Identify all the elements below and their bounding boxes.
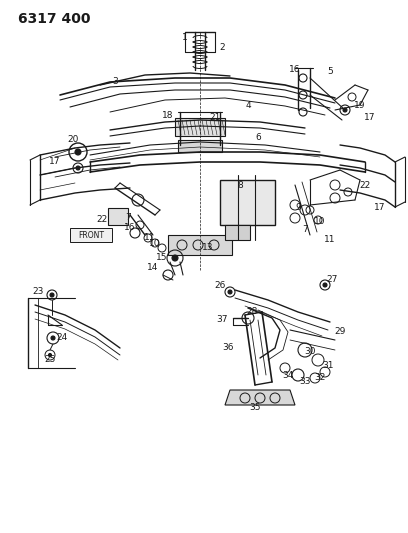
- Text: 7: 7: [125, 214, 131, 222]
- Text: 10: 10: [314, 217, 326, 227]
- Text: 24: 24: [56, 334, 68, 343]
- Text: 37: 37: [216, 316, 228, 325]
- Bar: [225, 225, 250, 240]
- Text: 18: 18: [162, 110, 174, 119]
- Text: 15: 15: [156, 253, 168, 262]
- Text: 11: 11: [324, 236, 336, 245]
- Text: 19: 19: [354, 101, 366, 109]
- Text: 7: 7: [302, 225, 308, 235]
- Circle shape: [323, 283, 327, 287]
- Bar: [70, 228, 112, 242]
- Text: 6: 6: [255, 133, 261, 142]
- Text: 14: 14: [147, 263, 159, 272]
- Text: 3: 3: [112, 77, 118, 86]
- Circle shape: [76, 166, 80, 170]
- Text: 13: 13: [202, 244, 214, 253]
- Text: 33: 33: [299, 377, 311, 386]
- Circle shape: [228, 290, 232, 294]
- Text: 22: 22: [96, 215, 108, 224]
- Text: 5: 5: [327, 68, 333, 77]
- Text: 17: 17: [364, 114, 376, 123]
- Text: 9: 9: [295, 204, 301, 213]
- Text: 36: 36: [222, 343, 234, 352]
- Text: 17: 17: [49, 157, 61, 166]
- Text: 27: 27: [326, 276, 338, 285]
- Text: 34: 34: [282, 370, 294, 379]
- Text: 11: 11: [144, 233, 156, 243]
- Circle shape: [75, 149, 81, 155]
- Circle shape: [49, 353, 51, 357]
- Text: 28: 28: [246, 308, 258, 317]
- Text: 30: 30: [304, 348, 316, 357]
- Text: 21: 21: [209, 114, 221, 123]
- Text: 6317 400: 6317 400: [18, 12, 91, 26]
- Text: 31: 31: [322, 360, 334, 369]
- Text: 16: 16: [289, 66, 301, 75]
- Text: 1: 1: [182, 34, 188, 43]
- Circle shape: [51, 336, 55, 340]
- Text: 29: 29: [334, 327, 346, 336]
- Circle shape: [50, 293, 54, 297]
- Circle shape: [343, 108, 347, 112]
- Text: 32: 32: [314, 374, 326, 383]
- Bar: [220, 180, 275, 225]
- Text: 16: 16: [124, 223, 136, 232]
- Text: 22: 22: [359, 181, 370, 190]
- Bar: [175, 118, 225, 136]
- Text: FRONT: FRONT: [78, 230, 104, 239]
- Text: 26: 26: [214, 281, 226, 290]
- Text: 8: 8: [237, 181, 243, 190]
- Text: 17: 17: [374, 204, 386, 213]
- Circle shape: [172, 255, 178, 261]
- Text: 25: 25: [44, 356, 55, 365]
- Bar: [178, 140, 222, 152]
- Text: 2: 2: [219, 44, 225, 52]
- Text: 20: 20: [67, 135, 79, 144]
- Bar: [168, 235, 232, 255]
- Polygon shape: [108, 208, 128, 225]
- Text: 23: 23: [32, 287, 44, 296]
- Text: 10: 10: [149, 238, 161, 247]
- Polygon shape: [225, 390, 295, 405]
- Text: 35: 35: [249, 403, 261, 413]
- Text: 4: 4: [245, 101, 251, 109]
